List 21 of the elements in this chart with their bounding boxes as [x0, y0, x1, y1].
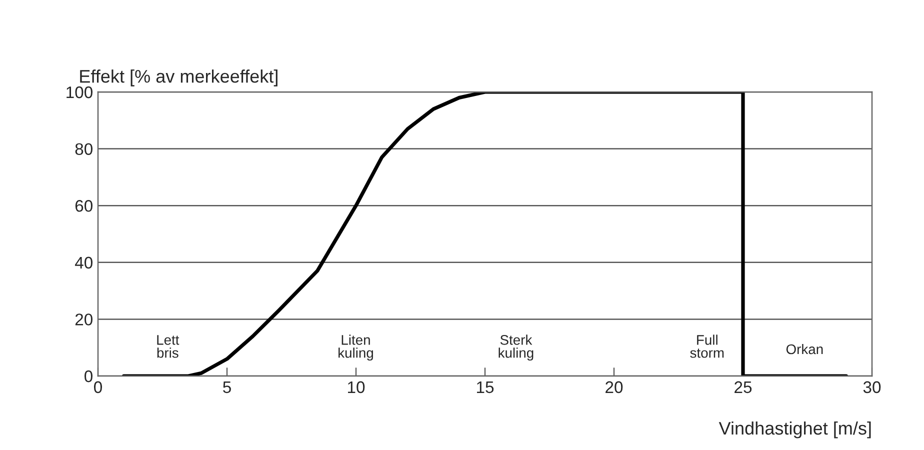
y-axis-title: Effekt [% av merkeeffekt] [80, 69, 278, 86]
y-tick-label: 0 [84, 370, 92, 382]
x-tick-label: 5 [223, 381, 231, 394]
annotation: Lett bris [157, 335, 180, 358]
x-tick-label: 10 [348, 381, 365, 394]
y-tick-label: 80 [75, 143, 92, 156]
x-axis-title: Vindhastighet [m/s] [718, 421, 871, 438]
y-tick-label: 40 [74, 256, 92, 269]
y-tick-label: 60 [75, 200, 92, 212]
annotation: Liten kuling [338, 334, 373, 361]
x-tick-label: 25 [734, 381, 752, 394]
annotation: Sterk kuling [498, 334, 534, 361]
x-tick-label: 20 [606, 381, 623, 394]
y-tick-label: 100 [66, 86, 92, 98]
x-tick-label: 30 [863, 381, 881, 394]
x-tick-label: 15 [477, 381, 494, 394]
x-tick-label: 0 [94, 381, 102, 394]
annotation: Orkan [786, 344, 823, 354]
y-tick-label: 20 [75, 314, 92, 326]
line-series [122, 92, 848, 376]
annotation: Full storm [690, 334, 724, 358]
